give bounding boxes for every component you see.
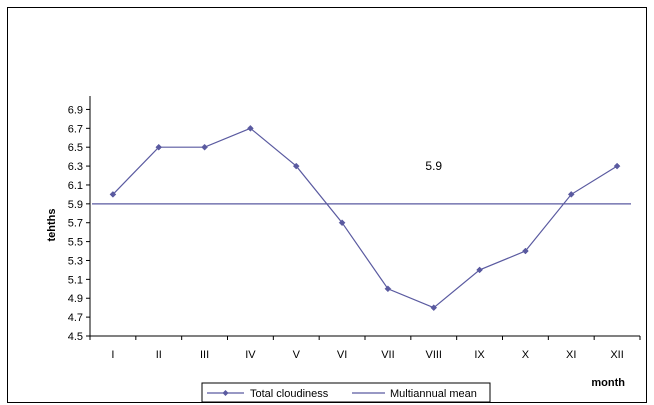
- x-ticks: I II III IV V VI VII VIII IX X XI XII: [89, 336, 641, 361]
- y-ticks: 4.5 4.7 4.9 5.1 5.3 5.5 5.7 5.9 6.1 6.3 6.5 6.7 6.9: [68, 104, 90, 343]
- y-tick-label: 5.1: [68, 274, 83, 286]
- data-point-marker: [430, 304, 438, 312]
- legend-label: Multiannual mean: [390, 388, 477, 400]
- x-tick-label: XII: [610, 349, 623, 361]
- data-point-marker: [384, 285, 392, 293]
- data-point-marker: [201, 143, 208, 151]
- data-point-marker: [292, 162, 300, 170]
- x-tick-label: IX: [474, 349, 485, 361]
- data-point-marker: [522, 247, 529, 255]
- x-tick-label: III: [200, 349, 209, 361]
- legend: Total cloudiness Multiannual mean: [201, 382, 491, 403]
- series-line: [112, 127, 618, 309]
- x-tick-label: IV: [245, 349, 256, 361]
- x-tick-label: X: [522, 349, 530, 361]
- data-point-marker: [476, 266, 483, 274]
- y-tick-label: 5.3: [68, 255, 83, 267]
- legend-box: [201, 382, 491, 403]
- series-layer: [92, 124, 631, 312]
- y-tick-label: 4.5: [68, 331, 83, 343]
- x-tick-label: VII: [381, 349, 394, 361]
- legend-swatch-marker: [222, 390, 229, 396]
- x-tick-label: VIII: [425, 349, 442, 361]
- y-tick-label: 6.1: [68, 180, 83, 192]
- y-axis-title: tehths: [46, 209, 58, 242]
- annotation-label: 5.9: [425, 159, 442, 173]
- legend-item: Total cloudiness: [207, 388, 329, 400]
- annotations: 5.9: [425, 159, 442, 173]
- x-tick-label: II: [156, 349, 162, 361]
- data-point-marker: [338, 219, 346, 227]
- x-tick-label: V: [293, 349, 301, 361]
- y-tick-label: 4.9: [68, 293, 83, 305]
- x-tick-label: VI: [337, 349, 347, 361]
- x-tick-label: XI: [566, 349, 576, 361]
- y-tick-label: 6.3: [68, 161, 83, 173]
- data-point-marker: [567, 191, 575, 198]
- y-tick-label: 6.7: [68, 123, 83, 135]
- y-tick-label: 6.5: [68, 142, 83, 154]
- y-tick-label: 5.7: [68, 218, 83, 230]
- data-point-marker: [613, 162, 621, 170]
- y-tick-label: 4.7: [68, 312, 83, 324]
- x-axis-title: month: [591, 377, 625, 389]
- y-tick-label: 5.5: [68, 237, 83, 249]
- data-point-marker: [109, 191, 117, 198]
- data-point-marker: [247, 124, 254, 132]
- series-total-cloudiness: [109, 124, 621, 312]
- legend-item: Multiannual mean: [352, 388, 477, 400]
- y-tick-label: 5.9: [68, 199, 83, 211]
- y-tick-label: 6.9: [68, 104, 83, 116]
- x-tick-label: I: [111, 349, 114, 361]
- data-point-marker: [155, 143, 163, 151]
- legend-label: Total cloudiness: [250, 388, 329, 400]
